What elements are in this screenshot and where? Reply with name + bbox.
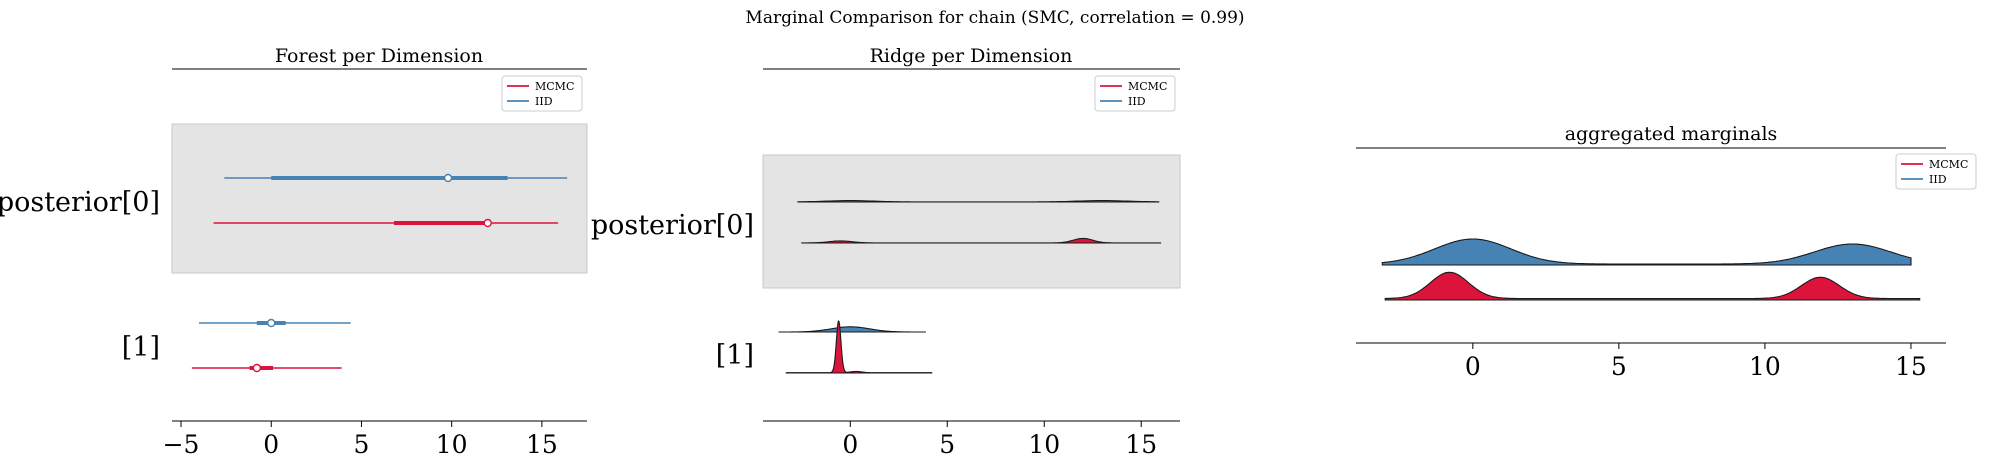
legend-label-mcmc: MCMC <box>1929 158 1968 171</box>
forest-median-iid-dim-0 <box>443 173 453 183</box>
x-tick-label: 0 <box>1465 352 1481 381</box>
aggregated-plot-area: 0 5 10 15 MCMC IID <box>1356 147 1977 381</box>
legend-label-iid: IID <box>1929 173 1947 186</box>
legend-label-iid: IID <box>1128 95 1146 108</box>
ridge-plot-area: 0 5 10 15 posterior[0] [1] MCMC IID <box>591 68 1181 459</box>
legend-label-mcmc: MCMC <box>535 80 574 93</box>
figure-suptitle: Marginal Comparison for chain (SMC, corr… <box>745 8 1244 28</box>
ridge-panel: Ridge per Dimension 0 5 10 15 posterior[0] [1… <box>591 45 1181 459</box>
y-label-dim-0: posterior[0] <box>0 187 160 218</box>
aggregated-density-mcmc <box>1384 271 1921 301</box>
legend-label-mcmc: MCMC <box>1128 80 1167 93</box>
x-tick-label: 10 <box>1749 352 1781 381</box>
x-tick-label: 0 <box>263 430 279 459</box>
legend-box <box>501 75 583 112</box>
ridge-density-mcmc-dim-0 <box>801 237 1162 244</box>
ridge-density-mcmc-dim-1 <box>785 320 933 374</box>
forest-median-mcmc-dim-0 <box>483 218 492 228</box>
forest-panel: Forest per Dimension −5 0 5 10 15 posterior[0… <box>0 45 588 459</box>
ridge-panel-title: Ridge per Dimension <box>870 45 1073 67</box>
ridge-density-iid-dim-0 <box>797 200 1160 203</box>
x-tick-label: 15 <box>526 430 558 459</box>
x-tick-label: 5 <box>939 430 955 459</box>
dimension-0-band <box>762 154 1181 289</box>
legend-label-iid: IID <box>535 95 553 108</box>
y-label-dim-0: posterior[0] <box>591 210 754 241</box>
ridge-density-iid-dim-1 <box>778 326 926 333</box>
x-tick-label: 10 <box>1028 430 1060 459</box>
x-tick-label: 0 <box>842 430 858 459</box>
aggregated-density-iid <box>1381 238 1912 266</box>
x-tick-label: 5 <box>1611 352 1627 381</box>
legend-box <box>1895 153 1977 190</box>
y-label-dim-1: [1] <box>716 340 754 371</box>
dimension-0-band <box>171 123 588 274</box>
y-label-dim-1: [1] <box>122 332 160 363</box>
forest-median-iid-dim-1 <box>267 318 276 328</box>
forest-panel-title: Forest per Dimension <box>275 45 483 67</box>
x-tick-label: 15 <box>1895 352 1927 381</box>
forest-median-mcmc-dim-1 <box>252 363 262 373</box>
aggregated-panel: aggregated marginals 0 5 10 15 MCMC IID <box>1356 123 1977 381</box>
legend-box <box>1094 75 1176 112</box>
x-tick-label: 5 <box>354 430 370 459</box>
x-tick-label: −5 <box>163 430 200 459</box>
x-tick-label: 15 <box>1125 430 1157 459</box>
x-tick-label: 10 <box>436 430 468 459</box>
aggregated-panel-title: aggregated marginals <box>1565 123 1778 145</box>
forest-plot-area: −5 0 5 10 15 posterior[0] [1] MCMC IID <box>0 68 588 459</box>
